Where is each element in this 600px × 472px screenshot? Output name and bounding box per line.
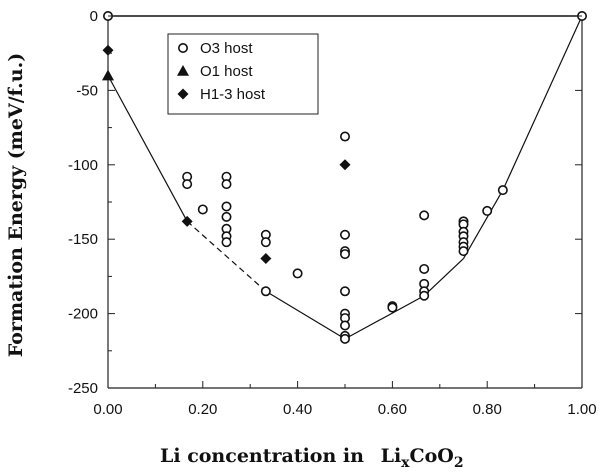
- point-o3-host: [197, 204, 208, 215]
- point-h1-3-host: [260, 253, 272, 265]
- y-tick-label: -150: [68, 231, 98, 248]
- hull-segment: [265, 290, 346, 340]
- x-axis-formula-sub-2: 2: [454, 455, 464, 471]
- x-tick-label: 0.40: [283, 401, 312, 418]
- legend-label-o1-host: O1 host: [200, 63, 253, 80]
- point-o3-host: [419, 263, 430, 274]
- point-o3-host: [260, 286, 271, 297]
- point-o3-host: [482, 205, 493, 216]
- x-tick-label: 0.60: [378, 401, 407, 418]
- hull-segment: [186, 220, 267, 292]
- point-o3-host: [339, 320, 350, 331]
- x-axis-formula-li: Li: [381, 445, 402, 467]
- y-tick-label: -200: [68, 306, 98, 323]
- x-tick-label: 1.00: [567, 401, 596, 418]
- point-o3-host: [182, 179, 193, 190]
- legend: O3 host O1 host H1-3 host: [167, 33, 319, 115]
- y-tick-label: 0: [90, 8, 98, 25]
- y-axis-title: Formation Energy (meV/f.u.): [5, 53, 27, 357]
- legend-label-h1-3-host: H1-3 host: [200, 86, 266, 103]
- point-o3-host: [339, 229, 350, 240]
- x-tick-label: 0.80: [473, 401, 502, 418]
- x-axis-title-text: Li concentration in: [160, 445, 364, 467]
- point-o3-host: [387, 302, 398, 313]
- hull-segment: [344, 295, 425, 340]
- x-tick-label: 0.20: [188, 401, 217, 418]
- y-tick-label: -250: [68, 380, 98, 397]
- legend-box: [167, 33, 319, 115]
- point-h1-3-host: [339, 159, 351, 171]
- point-o3-host: [339, 131, 350, 142]
- point-o3-host: [260, 237, 271, 248]
- point-o3-host: [221, 201, 232, 212]
- hull-segment: [423, 258, 464, 297]
- y-tick-label: -50: [76, 82, 98, 99]
- point-o3-host: [497, 185, 508, 196]
- hull-segment: [107, 75, 188, 222]
- x-axis-title: Li concentration in LixCoO2: [160, 445, 464, 471]
- point-h1-3-host: [102, 44, 114, 56]
- point-o3-host: [339, 249, 350, 260]
- point-o3-host: [458, 246, 469, 257]
- hull-segment: [502, 15, 583, 191]
- y-tick-label: -100: [68, 157, 98, 174]
- point-o3-host: [419, 210, 430, 221]
- x-tick-label: 0.00: [93, 401, 122, 418]
- point-o3-host: [292, 268, 303, 279]
- legend-marker-o1-host: [177, 65, 189, 76]
- point-h1-3-host: [181, 215, 193, 227]
- x-axis-formula-coo: CoO: [410, 445, 454, 467]
- x-axis-formula-sub-x: x: [401, 455, 410, 471]
- point-o1-host: [102, 69, 114, 81]
- legend-label-o3-host: O3 host: [200, 40, 253, 57]
- x-axis-ticks: 0.00 0.20 0.40 0.60 0.80 1.00: [93, 381, 597, 418]
- legend-marker-h1-3-host: [177, 88, 189, 100]
- legend-marker-o3-host: [178, 42, 189, 53]
- y-axis-ticks: 0 -50 -100 -150 -200 -250: [68, 8, 582, 397]
- point-o3-host: [339, 333, 350, 344]
- point-o3-host: [221, 179, 232, 190]
- convex-hull-line: [107, 15, 583, 340]
- point-o3-host: [221, 211, 232, 222]
- hull-segment: [462, 189, 504, 259]
- point-o3-host: [339, 286, 350, 297]
- point-o3-host: [419, 290, 430, 301]
- point-o3-host: [221, 237, 232, 248]
